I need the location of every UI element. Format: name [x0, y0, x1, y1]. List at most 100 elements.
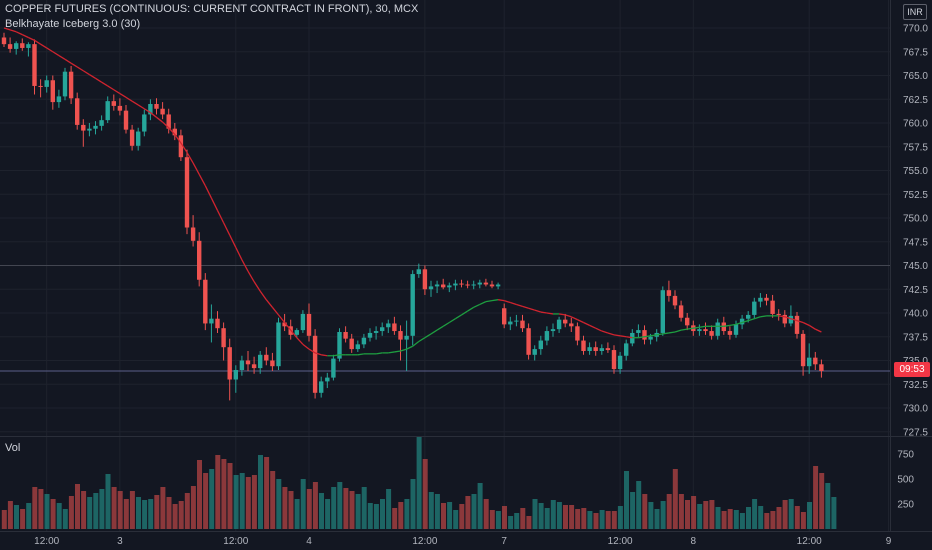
candle	[453, 279, 458, 291]
candle	[117, 98, 123, 116]
price-tick-label: 760.0	[903, 119, 928, 130]
candle-body	[587, 347, 592, 351]
volume-bar	[428, 492, 434, 529]
volume-bar	[245, 477, 251, 529]
candle-body	[422, 269, 428, 290]
candle	[270, 352, 275, 371]
candle-body	[465, 284, 470, 286]
candle-body	[270, 360, 275, 367]
candle	[44, 75, 49, 93]
volume-bar	[794, 506, 800, 529]
trend-segment	[436, 325, 444, 331]
volume-bar	[123, 499, 129, 529]
volume-bar	[526, 516, 532, 529]
candle	[575, 322, 580, 346]
volume-axis[interactable]: 750 500 250	[897, 450, 914, 511]
trend-segment	[674, 329, 682, 333]
volume-bar	[727, 509, 733, 529]
candle-body	[245, 360, 251, 365]
candle-body	[221, 328, 226, 348]
volume-bar	[465, 496, 471, 529]
volume-bar	[422, 459, 428, 529]
trend-segment	[95, 77, 102, 83]
volume-bar	[227, 463, 233, 529]
candle	[617, 351, 623, 374]
horizontal-levels	[0, 265, 890, 372]
candle	[386, 319, 391, 333]
candle	[215, 311, 220, 333]
candle	[624, 339, 629, 361]
trend-segment	[82, 70, 90, 76]
volume-bar	[398, 502, 404, 529]
trend-line	[3, 27, 822, 357]
time-tick-label: 12:00	[412, 536, 437, 547]
candle-body	[556, 319, 562, 330]
candle	[666, 280, 672, 302]
volume-tick-label: 750	[897, 450, 914, 461]
candle-body	[123, 110, 129, 130]
volume-bar	[404, 499, 410, 529]
trend-segment	[204, 185, 212, 199]
candle-body	[483, 282, 489, 285]
trend-segment	[302, 343, 310, 350]
candle-body	[800, 333, 806, 367]
trend-segment	[595, 327, 603, 332]
candle	[434, 280, 440, 294]
trend-segment	[534, 309, 541, 313]
candle-body	[306, 313, 312, 336]
price-tick-label: 750.0	[903, 214, 928, 225]
price-axis[interactable]: 770.0 767.5 765.0 762.5 760.0 757.5 755.0 752.5…	[903, 24, 928, 439]
chart-title[interactable]: COPPER FUTURES (CONTINUOUS: CURRENT CONT…	[5, 3, 419, 15]
trend-segment	[808, 324, 816, 330]
time-tick-label: 12:00	[223, 536, 248, 547]
candle-body	[87, 128, 92, 131]
time-axis[interactable]: 12:00 3 12:00 4 12:00 7 12:00 8 12:00 9	[34, 536, 892, 547]
volume-bar	[453, 510, 459, 529]
trend-segment	[656, 333, 663, 336]
volume-bar	[703, 501, 709, 529]
volume-bar	[148, 499, 154, 529]
volume-bar	[325, 499, 331, 529]
price-tick-label: 730.0	[903, 404, 928, 415]
trend-segment	[223, 222, 231, 236]
volume-label[interactable]: Vol	[5, 442, 21, 454]
volume-bar	[197, 460, 202, 529]
volume-bar	[471, 494, 477, 529]
candle-body	[264, 354, 269, 361]
trend-segment	[748, 318, 755, 322]
volume-bar	[819, 473, 825, 529]
trend-segment	[229, 234, 237, 248]
trend-segment	[760, 315, 767, 318]
candle	[245, 351, 251, 371]
volume-bar	[361, 487, 367, 529]
trend-segment	[46, 47, 54, 53]
candle-body	[770, 300, 775, 314]
candle-body	[56, 96, 62, 103]
volume-bar	[502, 506, 507, 529]
candle-body	[190, 227, 196, 241]
volume-bar	[56, 503, 62, 529]
currency-badge[interactable]: INR	[903, 4, 927, 20]
candle	[190, 215, 196, 247]
candle-body	[819, 364, 824, 371]
price-tick-label: 745.0	[903, 261, 928, 272]
trend-segment	[28, 36, 35, 41]
candle-body	[697, 329, 702, 332]
trend-segment	[687, 327, 694, 330]
volume-bar	[117, 491, 123, 529]
volume-bar	[319, 493, 324, 529]
candle	[105, 96, 110, 123]
price-tick-label: 735.0	[903, 356, 928, 367]
candle	[227, 338, 232, 401]
volume-bar	[630, 492, 636, 529]
trend-segment	[235, 247, 243, 261]
volume-bar	[258, 455, 263, 529]
volume-bar	[691, 496, 697, 529]
indicator-label[interactable]: Belkhayate Iceberg 3.0 (30)	[5, 18, 141, 30]
candle-body	[319, 381, 324, 393]
trend-segment	[265, 299, 273, 308]
candle-body	[678, 305, 684, 318]
candle	[166, 108, 171, 134]
candle-body	[392, 323, 397, 332]
